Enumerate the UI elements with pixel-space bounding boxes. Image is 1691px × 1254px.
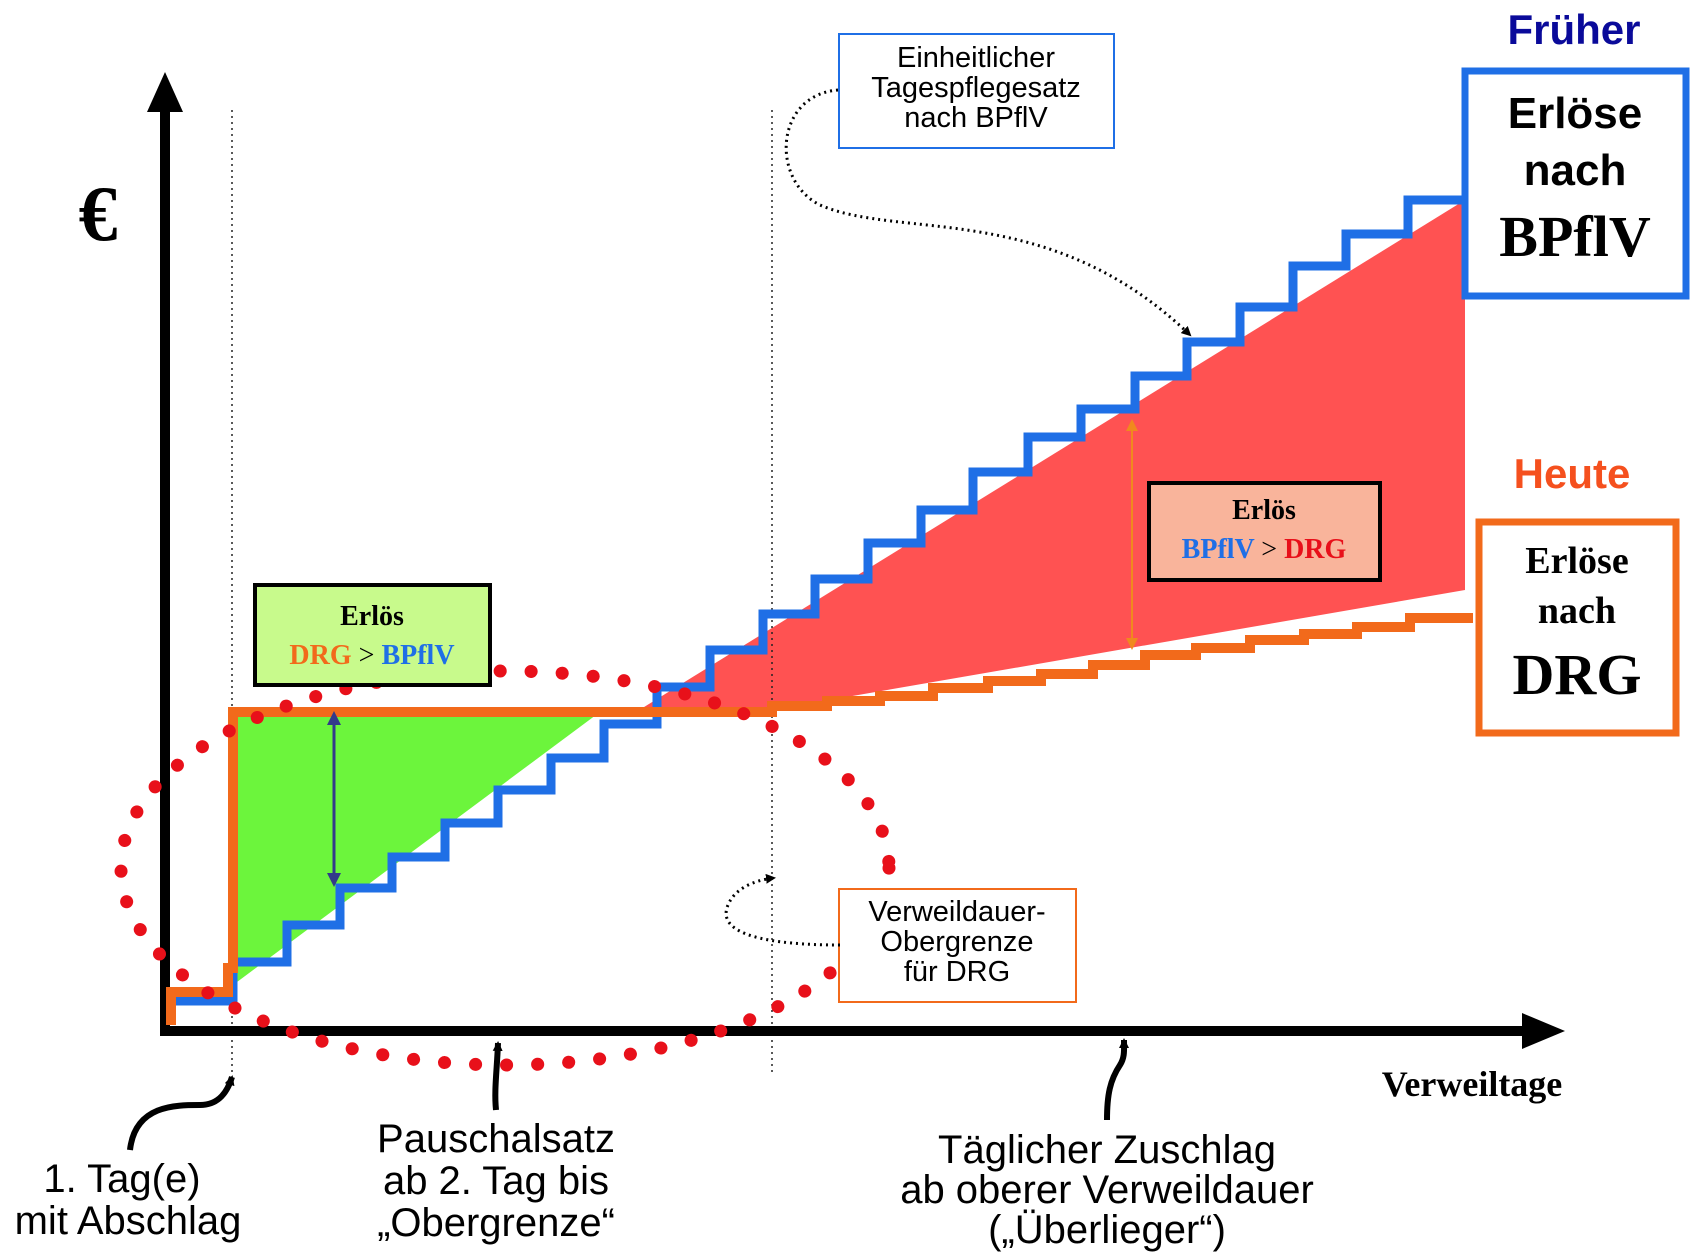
drg-box-line1: Erlöse (1525, 540, 1628, 582)
box-bpflv-gt-drg-title: Erlös (1232, 495, 1296, 526)
box-bpflv-gt-drg (1147, 481, 1382, 582)
x-axis-label: Verweiltage (1382, 1064, 1563, 1104)
callout-tagespflegesatz-line3: nach BPflV (904, 102, 1048, 134)
label-abschlag-line1: 1. Tag(e) (43, 1157, 200, 1201)
label-pauschalsatz-line3: „Obergrenze“ (377, 1201, 615, 1245)
y-axis-euro-symbol: € (79, 170, 118, 257)
box-drg-gt-bpflv (253, 583, 492, 687)
pointer-zuschlag (1104, 1038, 1130, 1121)
frueher-heading: Früher (1507, 6, 1640, 53)
drg-revenue-line (166, 613, 1473, 1025)
label-zuschlag-line1: Täglicher Zuschlag (938, 1128, 1276, 1172)
box-drg-gt-bpflv-comparison: DRG > BPflV (289, 640, 454, 671)
dotted-ellipse-highlight (114, 664, 896, 1072)
label-pauschalsatz-line2: ab 2. Tag bis (383, 1159, 609, 1203)
label-zuschlag-line3: („Überlieger“) (988, 1208, 1226, 1252)
callout-obergrenze-box (838, 888, 1077, 1003)
heute-heading: Heute (1514, 450, 1631, 497)
label-pauschalsatz-line1: Pauschalsatz (377, 1117, 615, 1161)
drg-box-line2: nach (1538, 590, 1616, 632)
callout-obergrenze-line2: Obergrenze (880, 926, 1033, 958)
label-abschlag-line2: mit Abschlag (15, 1199, 242, 1243)
bpflv-revenue-line (166, 195, 1466, 1025)
bpflv-box-line3: BPflV (1499, 204, 1651, 269)
callout-obergrenze-line3: für DRG (904, 956, 1010, 988)
drg-box-line3: DRG (1513, 642, 1642, 707)
box-bpflv-gt-drg-comparison: BPflV > DRG (1182, 534, 1347, 565)
callout-tagespflegesatz-box (838, 33, 1115, 149)
label-zuschlag-line2: ab oberer Verweildauer (900, 1168, 1314, 1212)
box-drg-gt-bpflv-title: Erlös (340, 601, 404, 632)
callout-tagespflegesatz-line1: Einheitlicher (897, 42, 1055, 74)
green-area-drg-gt-bpflv (233, 712, 600, 985)
pointer-pauschalsatz (492, 1041, 503, 1111)
bpflv-revenue-box (1461, 67, 1690, 300)
drg-revenue-box (1475, 518, 1680, 737)
bpflv-box-line1: Erlöse (1508, 89, 1643, 138)
red-area-bpflv-gt-drg (636, 200, 1465, 712)
callout-tagespflegesatz-line2: Tagespflegesatz (871, 72, 1081, 104)
bpflv-box-line2: nach (1524, 146, 1627, 195)
callout-tagespflegesatz-pointer (784, 88, 1192, 337)
pointer-abschlag (127, 1075, 235, 1151)
callout-obergrenze-pointer (724, 873, 841, 947)
y-axis-arrowhead (147, 72, 183, 112)
callout-obergrenze-line1: Verweildauer- (868, 896, 1045, 928)
x-axis-arrowhead (1522, 1013, 1565, 1049)
